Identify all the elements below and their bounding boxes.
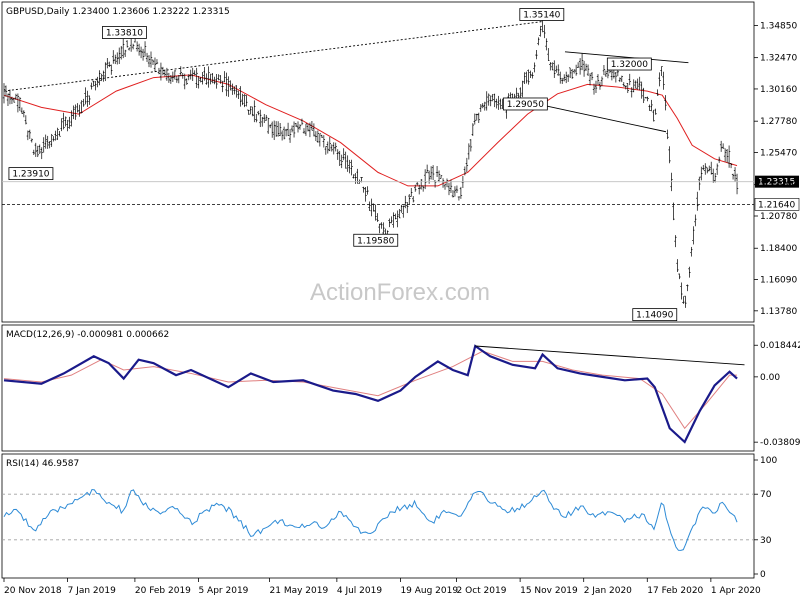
price-y-tick-label: 1.34850 — [760, 21, 797, 31]
support-level-label: 1.21640 — [758, 200, 795, 210]
price-panel: GBPUSD,Daily 1.23400 1.23606 1.23222 1.2… — [1, 1, 800, 323]
price-y-tick-label: 1.18400 — [760, 244, 797, 254]
rsi-line — [3, 488, 738, 551]
macd-trendline — [475, 345, 745, 366]
price-y-axis: 1.34850 1.32470 1.30160 1.27780 1.25470 1.230… — [754, 21, 797, 317]
macd-y-tick-label: 0.018442 — [760, 341, 800, 351]
rsi-panel: RSI(14) 46.9587 100 70 30 0 — [1, 453, 777, 580]
price-annotation-label: 1.14090 — [636, 311, 673, 321]
rsi-lines — [2, 488, 754, 551]
price-y-tick-label: 1.30160 — [760, 85, 797, 95]
price-annotation-box — [632, 308, 678, 322]
macd-y-tick-label: 0.00 — [760, 373, 780, 383]
macd-lines — [3, 344, 745, 444]
price-y-tick-label: 1.13780 — [760, 307, 797, 317]
watermark: ActionForex.com — [310, 279, 490, 306]
price-annotation-label: 1.29050 — [507, 100, 544, 110]
moving-average — [3, 74, 738, 187]
macd-signal-line — [3, 350, 738, 430]
x-tick-label: 1 Apr 2020 — [711, 586, 761, 596]
x-tick-label: 20 Feb 2019 — [135, 586, 191, 596]
x-tick-label: 7 Jan 2019 — [68, 586, 116, 596]
rsi-y-axis: 100 70 30 0 — [754, 456, 777, 580]
macd-y-tick-label: -0.038095 — [760, 438, 800, 448]
price-annotations: 1.35140 1.33810 1.32000 1.29050 1.23910 1.195… — [8, 8, 678, 322]
price-annotation-box — [353, 233, 399, 247]
x-tick-label: 4 Jul 2019 — [337, 586, 382, 596]
price-chart-title: GBPUSD,Daily 1.23400 1.23606 1.23222 1.2… — [6, 7, 230, 17]
support-level-box — [754, 198, 800, 211]
x-tick-label: 21 May 2019 — [270, 586, 329, 596]
rsi-title: RSI(14) 46.9587 — [6, 459, 79, 469]
rsi-y-tick-label: 30 — [760, 536, 772, 546]
x-tick-label: 5 Apr 2019 — [198, 586, 248, 596]
macd-y-axis: 0.018442 0.00 -0.038095 — [754, 341, 800, 448]
macd-title: MACD(12,26,9) -0.000981 0.000662 — [6, 330, 169, 340]
price-annotation-box — [102, 26, 147, 39]
price-annotation-box — [519, 8, 565, 21]
price-levels: 1.23315 1.21640 — [2, 175, 800, 211]
price-annotation-label: 1.19580 — [357, 236, 394, 246]
price-annotation-label: 1.32000 — [611, 60, 648, 70]
price-annotation-label: 1.23910 — [12, 170, 49, 180]
price-y-tick-label: 1.32470 — [760, 54, 797, 64]
price-y-tick-label: 1.23090 — [760, 181, 797, 191]
current-price-box — [755, 175, 799, 188]
rsi-y-tick-label: 100 — [760, 456, 777, 466]
x-tick-label: 15 Nov 2019 — [520, 586, 578, 596]
x-tick-label: 2 Jan 2020 — [584, 586, 632, 596]
rsi-y-tick-label: 70 — [760, 490, 772, 500]
trendline — [3, 21, 543, 92]
price-annotation-label: 1.35140 — [523, 10, 560, 20]
trendline — [564, 51, 689, 64]
price-annotation-box — [606, 57, 652, 71]
moving-average-line — [3, 74, 738, 187]
price-annotation-box — [502, 97, 548, 111]
price-annotation-box — [8, 167, 54, 181]
trendlines — [3, 21, 689, 133]
x-tick-label: 19 Aug 2019 — [400, 586, 458, 596]
rsi-y-tick-label: 0 — [760, 570, 766, 580]
x-tick-label: 20 Nov 2018 — [4, 586, 62, 596]
macd-line — [3, 344, 738, 444]
price-y-tick-label: 1.27780 — [760, 117, 797, 127]
macd-panel: MACD(12,26,9) -0.000981 0.000662 0.01844… — [1, 324, 800, 452]
x-tick-label: 2 Oct 2019 — [457, 586, 507, 596]
x-axis: 20 Nov 2018 7 Jan 2019 20 Feb 2019 5 Apr 20… — [3, 578, 761, 596]
current-price-label: 1.23315 — [758, 178, 795, 188]
price-annotation-label: 1.33810 — [106, 29, 143, 39]
price-bars — [2, 17, 739, 308]
price-y-tick-label: 1.25470 — [760, 148, 797, 158]
price-y-tick-label: 1.16090 — [760, 276, 797, 286]
x-tick-label: 17 Feb 2020 — [647, 586, 703, 596]
trendline — [527, 101, 667, 133]
price-y-tick-label: 1.20780 — [760, 212, 797, 222]
